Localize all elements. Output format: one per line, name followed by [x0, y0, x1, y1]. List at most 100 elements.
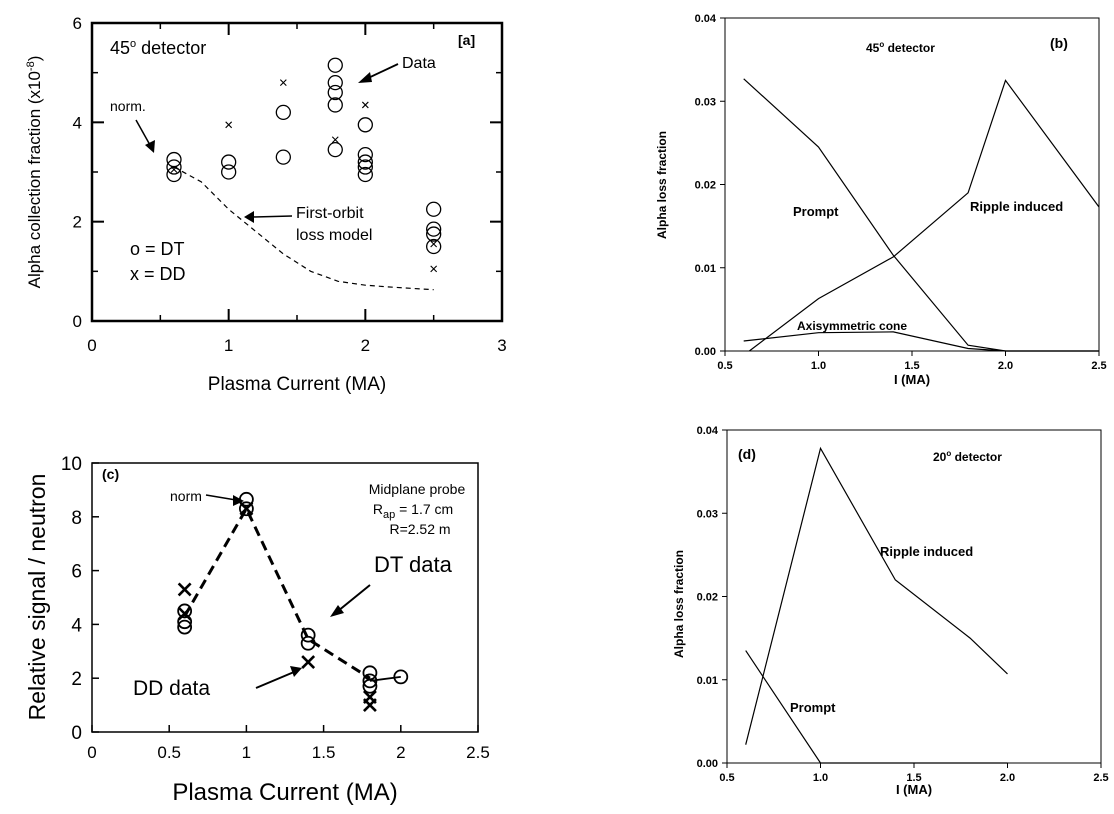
dd-point-c	[177, 582, 192, 597]
model-arrowhead-a	[244, 211, 254, 223]
dt-point-a	[275, 149, 291, 165]
detector-title-d: 20o detector	[933, 449, 1002, 464]
series-label-prompt-d: Prompt	[790, 700, 836, 715]
x-tick-label-a: 2	[361, 336, 370, 355]
norm-annotation-a: norm.	[110, 98, 146, 114]
dt-point-a	[327, 97, 343, 113]
series-layer-d	[745, 446, 1008, 764]
dd-point-c	[239, 501, 254, 516]
norm-arrow-c	[205, 494, 237, 501]
dt-point-a	[327, 141, 343, 158]
panel-label-d: (d)	[738, 446, 756, 462]
y-tick-label-a: 2	[73, 213, 82, 232]
tick-marks-d: 0.5 1.0 1.5 2.0 2.5 0.00 0.01 0.02 0.03 0.04	[697, 425, 1109, 784]
dt-point-a	[357, 154, 373, 170]
dd-point-a	[170, 166, 178, 173]
x-tick-label-d: 0.5	[719, 772, 734, 784]
dt-point-a	[426, 238, 442, 255]
panel-label-b: (b)	[1050, 35, 1068, 51]
x-tick-label-b: 1.5	[904, 360, 919, 372]
x-axis-label-c: Plasma Current (MA)	[172, 779, 397, 806]
x-tick-label-d: 1.5	[906, 772, 921, 784]
dd-point-a	[430, 265, 438, 273]
loss-model-line-a	[173, 166, 434, 291]
dt-arrow-c	[337, 584, 371, 612]
norm-arrowhead-c	[233, 495, 244, 506]
x-tick-label-a: 0	[87, 336, 96, 355]
dd-point-a	[361, 101, 369, 109]
y-axis-label-a: Alpha collection fraction (x10-8)	[25, 56, 44, 289]
x-tick-label-a: 1	[224, 336, 233, 355]
panel-c: 0 0.5 1 1.5 2 2.5 0 2 4 6 8 10 (c) Midplane probe R…	[24, 454, 490, 806]
dt-point-a	[357, 146, 373, 163]
dt-point-a	[327, 57, 343, 73]
y-tick-label-b: 0.01	[695, 263, 716, 275]
series-label-prompt-b: Prompt	[793, 204, 839, 219]
dt-arrowhead-c	[330, 605, 344, 617]
y-tick-label-b: 0.02	[695, 180, 716, 192]
dt-point-a	[357, 166, 373, 183]
y-tick-label-a: 4	[73, 113, 82, 132]
norm-annotation-c: norm	[170, 488, 202, 504]
panel-label-a: [a]	[458, 32, 475, 48]
dd-point-a	[430, 240, 438, 248]
dd-point-a	[225, 121, 233, 129]
x-tick-label-c: 2.5	[466, 743, 490, 762]
x-tick-label-d: 2.0	[1000, 772, 1015, 784]
dt-point-c	[177, 619, 193, 635]
series-label-ripple-d: Ripple induced	[880, 544, 973, 559]
probe-label-c: Midplane probe	[369, 481, 466, 497]
model-annotation-line2-a: loss model	[296, 227, 372, 244]
series-layer-a	[166, 57, 442, 291]
y-tick-label-c: 8	[71, 508, 82, 529]
x-tick-label-c: 1	[242, 743, 251, 762]
dd-point-a	[279, 79, 287, 86]
x-tick-label-c: 1.5	[312, 743, 336, 762]
y-tick-label-c: 2	[71, 669, 82, 690]
x-tick-label-b: 2.0	[998, 360, 1013, 372]
x-tick-label-b: 1.0	[811, 360, 826, 372]
dt-annotation-c: DT data	[374, 552, 453, 577]
model-arrow-a	[251, 215, 293, 218]
dt-connector-c	[369, 676, 401, 682]
y-tick-label-c: 0	[71, 723, 82, 744]
x-tick-label-a: 3	[497, 336, 506, 355]
axisymmetric-cone-line-b	[743, 331, 1099, 352]
dd-point-c	[177, 606, 192, 621]
model-annotation-line1-a: First-orbit	[296, 205, 364, 222]
y-tick-label-c: 6	[71, 562, 82, 583]
dt-point-a	[327, 74, 343, 91]
y-tick-label-b: 0.03	[695, 96, 716, 108]
dt-point-c	[300, 635, 316, 651]
dt-point-a	[426, 221, 442, 237]
x-axis-label-d: I (MA)	[896, 782, 932, 797]
detector-title-b: 45o detector	[866, 40, 935, 55]
dt-point-a	[221, 154, 237, 170]
panel-d: 0.5 1.0 1.5 2.0 2.50.000.010.020.030.04 (d) …	[672, 425, 1109, 797]
dt-point-a	[357, 159, 373, 175]
dt-point-a	[426, 201, 442, 217]
dt-point-c	[362, 678, 378, 694]
y-axis-label-d: Alpha loss fraction	[672, 550, 686, 658]
y-tick-label-d: 0.02	[697, 592, 718, 604]
dt-point-a	[327, 84, 343, 101]
y-axis-label-b: Alpha loss fraction	[655, 131, 669, 239]
dt-point-c	[238, 501, 254, 517]
x-tick-label-c: 2	[396, 743, 405, 762]
detector-label-a: 45o detector	[110, 38, 206, 58]
trend-line-c	[183, 505, 371, 680]
dt-point-a	[426, 226, 442, 242]
dt-point-c	[177, 603, 193, 619]
dd-point-c	[363, 698, 377, 713]
y-tick-label-c: 4	[71, 615, 82, 636]
dt-point-a	[166, 159, 182, 175]
tick-marks-c: 0 0.5 1 1.5 2 2.5 0 2 4 6 8 10	[61, 454, 490, 762]
dd-point-c	[301, 655, 316, 669]
y-tick-label-d: 0.03	[697, 508, 718, 520]
plot-frame-b	[724, 17, 1100, 352]
dd-point-a	[331, 136, 339, 144]
dd-annotation-c: DD data	[133, 677, 210, 700]
y-tick-label-d: 0.04	[697, 425, 719, 437]
dt-point-a	[166, 151, 182, 168]
x-tick-label-d: 1.0	[813, 772, 828, 784]
